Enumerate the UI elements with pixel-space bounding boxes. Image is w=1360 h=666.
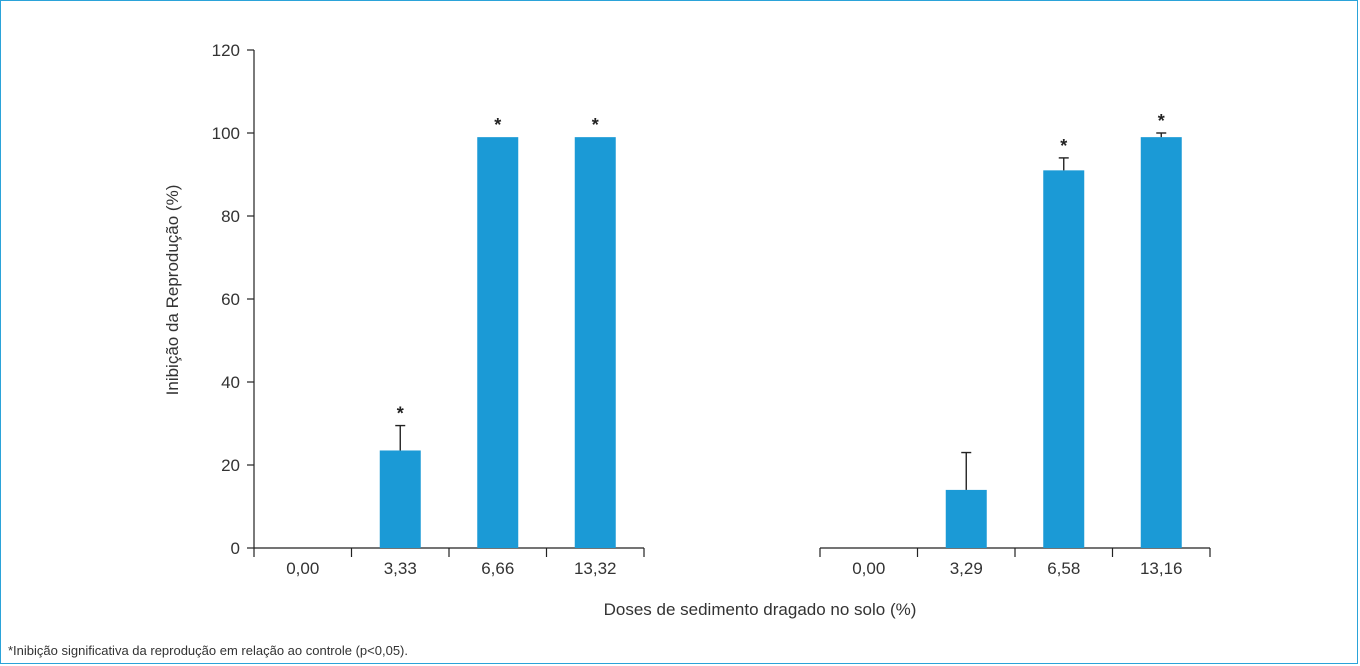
- y-tick-label: 0: [231, 539, 240, 558]
- bar: [945, 489, 987, 548]
- x-tick-label: 3,33: [384, 559, 417, 578]
- y-tick-label: 80: [221, 207, 240, 226]
- x-tick-label: 0,00: [286, 559, 319, 578]
- significance-marker: *: [1158, 111, 1165, 131]
- significance-marker: *: [494, 115, 501, 135]
- bar-groups: 0,00 3,33 * 6,66 * 13,32 * 0,00 3,29 6,58 * 13,16 *: [253, 111, 1211, 578]
- bar: [574, 137, 616, 548]
- y-tick-label: 60: [221, 290, 240, 309]
- x-tick-label: 0,00: [852, 559, 885, 578]
- bar-group-2: 0,00 3,29 6,58 * 13,16 *: [819, 111, 1211, 578]
- bar: [477, 137, 519, 548]
- x-axis-title: Doses de sedimento dragado no solo (%): [604, 600, 917, 619]
- y-tick-label: 20: [221, 456, 240, 475]
- x-tick-label: 3,29: [950, 559, 983, 578]
- bar-group-1: 0,00 3,33 * 6,66 * 13,32 *: [253, 115, 645, 578]
- significance-marker: *: [592, 115, 599, 135]
- x-tick-label: 13,32: [574, 559, 617, 578]
- significance-marker: *: [397, 404, 404, 424]
- y-tick-label: 100: [212, 124, 240, 143]
- x-tick-label: 6,66: [481, 559, 514, 578]
- y-tick-label: 120: [212, 41, 240, 60]
- y-axis: 0 20 40 60 80 100 120: [212, 41, 255, 558]
- y-axis-title: Inibição da Reprodução (%): [163, 185, 182, 396]
- footnote: *Inibição significativa da reprodução em…: [8, 643, 408, 658]
- x-tick-label: 6,58: [1047, 559, 1080, 578]
- bar: [1043, 170, 1085, 548]
- x-tick-label: 13,16: [1140, 559, 1183, 578]
- y-tick-label: 40: [221, 373, 240, 392]
- bar: [1140, 137, 1182, 548]
- bar: [379, 450, 421, 548]
- significance-marker: *: [1060, 136, 1067, 156]
